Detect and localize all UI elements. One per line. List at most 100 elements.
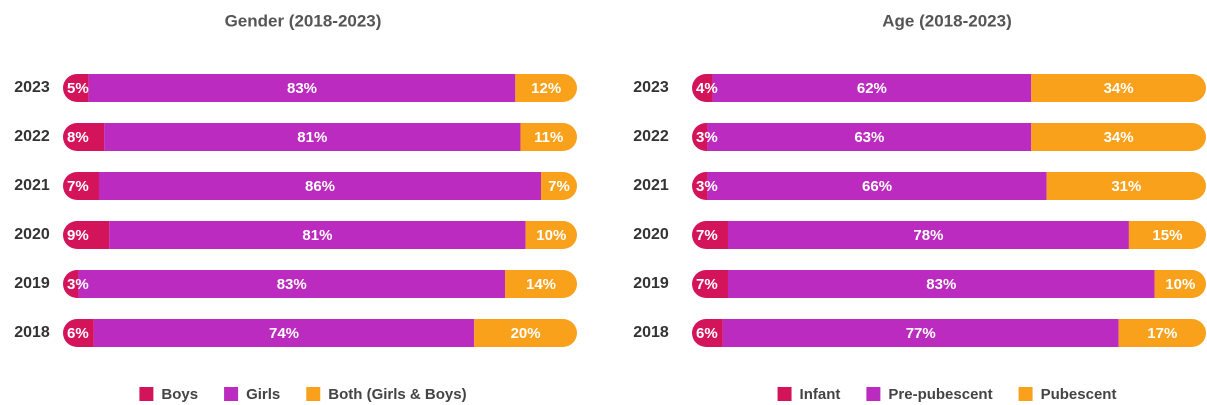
data-label: 12% bbox=[531, 80, 561, 97]
legend-label: Both (Girls & Boys) bbox=[328, 386, 466, 403]
data-label: 7% bbox=[548, 178, 570, 195]
bar-segment bbox=[692, 270, 728, 298]
bar-segment bbox=[78, 270, 506, 298]
data-label: 62% bbox=[857, 80, 887, 97]
bar-segment bbox=[707, 172, 1047, 200]
legend-swatch bbox=[306, 387, 321, 401]
legend-swatch bbox=[1018, 387, 1033, 401]
bar-segment bbox=[63, 74, 89, 102]
data-label: 3% bbox=[67, 276, 89, 293]
data-label: 63% bbox=[854, 129, 884, 146]
y-tick-label: 2019 bbox=[633, 275, 669, 292]
y-tick-label: 2018 bbox=[633, 324, 669, 341]
bar-segment bbox=[515, 74, 577, 102]
y-tick-label: 2022 bbox=[633, 128, 669, 145]
legend-label: Girls bbox=[246, 386, 280, 403]
y-tick-label: 2022 bbox=[14, 128, 50, 145]
bar-segment bbox=[692, 319, 723, 347]
data-label: 14% bbox=[526, 276, 556, 293]
legend-swatch bbox=[866, 387, 881, 401]
bar-segment bbox=[727, 221, 1129, 249]
data-label: 81% bbox=[297, 129, 327, 146]
bar-row bbox=[63, 123, 577, 151]
bar-segment bbox=[93, 319, 475, 347]
bar-row bbox=[692, 319, 1206, 347]
bar-segment bbox=[1046, 172, 1206, 200]
data-label: 7% bbox=[696, 227, 718, 244]
bar-row bbox=[63, 172, 577, 200]
bar-segment bbox=[98, 172, 542, 200]
bar-segment bbox=[727, 270, 1155, 298]
data-label: 78% bbox=[913, 227, 943, 244]
data-label: 4% bbox=[696, 80, 718, 97]
bar-segment bbox=[63, 172, 99, 200]
bar-segment bbox=[541, 172, 577, 200]
y-tick-label: 2023 bbox=[14, 79, 50, 96]
y-tick-label: 2020 bbox=[14, 226, 50, 243]
bar-row bbox=[692, 123, 1206, 151]
bar-segment bbox=[63, 123, 105, 151]
y-tick-label: 2021 bbox=[633, 177, 669, 194]
data-label: 9% bbox=[67, 227, 89, 244]
legend-label: Pubescent bbox=[1041, 386, 1117, 403]
data-label: 3% bbox=[696, 178, 718, 195]
bar-segment bbox=[707, 123, 1032, 151]
data-label: 7% bbox=[67, 178, 89, 195]
bar-row bbox=[692, 221, 1206, 249]
bar-segment bbox=[63, 270, 79, 298]
bar-segment bbox=[104, 123, 521, 151]
y-tick-label: 2023 bbox=[633, 79, 669, 96]
bar-segment bbox=[1031, 123, 1206, 151]
bar-row bbox=[63, 74, 577, 102]
data-label: 86% bbox=[305, 178, 335, 195]
data-label: 81% bbox=[302, 227, 332, 244]
data-label: 7% bbox=[696, 276, 718, 293]
data-label: 6% bbox=[67, 325, 89, 342]
data-label: 5% bbox=[67, 80, 89, 97]
data-label: 83% bbox=[277, 276, 307, 293]
data-label: 10% bbox=[1165, 276, 1195, 293]
bar-row bbox=[692, 172, 1206, 200]
data-label: 3% bbox=[696, 129, 718, 146]
legend: Boys Girls Both (Girls & Boys) bbox=[139, 386, 467, 403]
data-label: 34% bbox=[1104, 129, 1134, 146]
legend-swatch bbox=[139, 387, 154, 401]
data-label: 15% bbox=[1152, 227, 1182, 244]
bar-segment bbox=[1154, 270, 1206, 298]
bar-segment bbox=[692, 221, 728, 249]
bar-segment bbox=[1118, 319, 1206, 347]
data-label: 17% bbox=[1147, 325, 1177, 342]
y-tick-label: 2020 bbox=[633, 226, 669, 243]
bar-segment bbox=[525, 221, 577, 249]
legend-label: Boys bbox=[161, 386, 198, 403]
legend: Infant Pre-pubescent Pubescent bbox=[777, 386, 1117, 403]
bar-segment bbox=[722, 319, 1119, 347]
data-label: 31% bbox=[1111, 178, 1141, 195]
bar-segment bbox=[109, 221, 526, 249]
bar-segment bbox=[474, 319, 577, 347]
data-label: 74% bbox=[269, 325, 299, 342]
data-label: 83% bbox=[926, 276, 956, 293]
bar-row bbox=[63, 221, 577, 249]
data-label: 11% bbox=[534, 129, 563, 146]
bar-segment bbox=[692, 74, 713, 102]
data-label: 6% bbox=[696, 325, 718, 342]
y-tick-label: 2019 bbox=[14, 275, 50, 292]
data-label: 66% bbox=[862, 178, 892, 195]
legend-swatch bbox=[224, 387, 239, 401]
legend-label: Pre-pubescent bbox=[888, 386, 992, 403]
legend-label: Infant bbox=[800, 386, 841, 403]
legend-swatch bbox=[777, 387, 792, 401]
bar-segment bbox=[1128, 221, 1206, 249]
data-label: 77% bbox=[906, 325, 936, 342]
data-label: 8% bbox=[67, 129, 89, 146]
bar-row bbox=[692, 74, 1206, 102]
chart-title: Age (2018-2023) bbox=[882, 11, 1011, 30]
bar-segment bbox=[692, 123, 708, 151]
data-label: 20% bbox=[511, 325, 541, 342]
bar-segment bbox=[692, 172, 708, 200]
data-label: 10% bbox=[536, 227, 566, 244]
bar-segment bbox=[1031, 74, 1206, 102]
data-label: 34% bbox=[1104, 80, 1134, 97]
